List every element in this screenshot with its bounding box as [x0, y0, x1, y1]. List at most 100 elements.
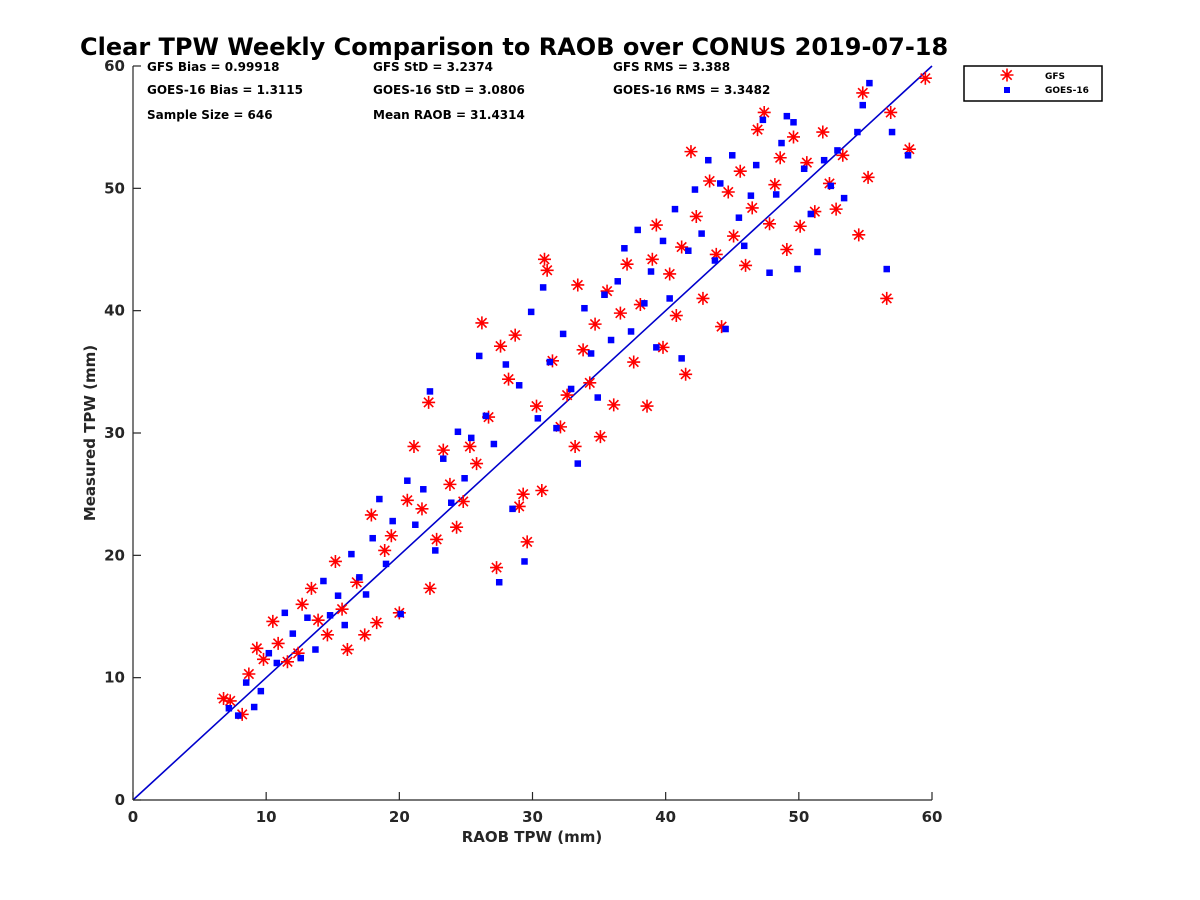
- goes-16-point: [698, 230, 705, 237]
- gfs-point: [370, 616, 384, 630]
- goes-16-point: [509, 505, 516, 513]
- goes-rms-stat: GOES-16 RMS = 3.3482: [613, 83, 770, 97]
- goes-16-point: [559, 330, 567, 338]
- goes-16-series: [225, 79, 912, 719]
- goes-16-point: [242, 679, 250, 686]
- gfs-point: [520, 535, 534, 549]
- goes-16-point: [814, 248, 821, 256]
- goes-16-point: [426, 388, 434, 395]
- goes-16-point: [717, 180, 724, 187]
- gfs-point: [715, 320, 729, 334]
- mean-raob-stat: Mean RAOB = 31.4314: [373, 108, 525, 122]
- y-tick-label: 10: [104, 669, 125, 687]
- goes-16-point: [594, 394, 602, 401]
- legend-gfs-label: GFS: [1045, 72, 1065, 82]
- goes-16-point: [705, 156, 712, 164]
- goes-16-point: [348, 550, 355, 558]
- goes-16-point: [362, 591, 370, 598]
- goes-16-point: [475, 352, 483, 360]
- goes-16-point: [326, 612, 334, 619]
- gfs-point: [852, 228, 866, 242]
- gfs-point: [856, 86, 870, 100]
- goes-16-point: [412, 521, 419, 528]
- goes-16-point: [389, 517, 396, 525]
- gfs-point: [568, 439, 582, 453]
- gfs-point: [335, 602, 349, 616]
- goes-16-point: [495, 578, 503, 586]
- gfs-point: [516, 487, 530, 501]
- gfs-bias-stat: GFS Bias = 0.99918: [147, 60, 279, 74]
- gfs-point: [880, 291, 894, 305]
- gfs-point: [918, 71, 932, 85]
- goes-16-point: [482, 412, 490, 420]
- gfs-point: [633, 298, 647, 312]
- goes-bias-stat: GOES-16 Bias = 1.3115: [147, 83, 303, 97]
- gfs-point: [266, 614, 280, 628]
- gfs-point: [250, 641, 264, 655]
- gfs-point: [512, 499, 526, 513]
- gfs-point: [588, 317, 602, 331]
- legend-goes-16-label: GOES-16: [1045, 86, 1089, 96]
- goes-16-point: [859, 101, 867, 109]
- x-tick-label: 60: [922, 808, 943, 826]
- goes-16-point: [888, 128, 896, 136]
- goes-16-point: [820, 156, 828, 164]
- gfs-point: [663, 267, 677, 281]
- goes-16-point: [621, 245, 628, 252]
- gfs-point: [422, 395, 436, 409]
- goes-16-point: [502, 361, 510, 368]
- goes-16-point: [490, 440, 498, 448]
- legend-gfs-marker: [1000, 68, 1014, 82]
- gfs-point: [443, 477, 457, 491]
- gfs-point: [836, 148, 850, 162]
- axes: [132, 65, 933, 801]
- y-tick-label: 60: [104, 57, 125, 75]
- goes-16-point: [341, 621, 348, 629]
- goes-16-point: [420, 486, 427, 493]
- gfs-point: [902, 142, 916, 156]
- x-tick-label: 20: [389, 808, 410, 826]
- goes-16-point: [735, 214, 743, 221]
- goes-16-point: [567, 385, 575, 393]
- goes-16-point: [304, 614, 311, 621]
- goes-16-point: [527, 308, 535, 316]
- gfs-point: [535, 483, 549, 497]
- goes-16-point: [273, 659, 281, 667]
- goes-16-point: [607, 336, 615, 344]
- gfs-point: [291, 646, 305, 660]
- goes-16-point: [265, 649, 273, 657]
- gfs-point: [773, 151, 787, 165]
- gfs-point: [884, 105, 898, 119]
- gfs-point: [400, 493, 414, 507]
- legend-goes-16-marker: [1004, 87, 1010, 93]
- gfs-point: [739, 258, 753, 272]
- gfs-point: [328, 554, 342, 568]
- gfs-point: [223, 694, 237, 708]
- goes-16-point: [666, 295, 673, 302]
- gfs-point: [689, 209, 703, 223]
- goes-16-point: [250, 703, 258, 711]
- gfs-point: [800, 156, 814, 170]
- goes-16-point: [320, 577, 327, 585]
- goes-16-point: [601, 291, 608, 299]
- goes-16-point: [722, 325, 729, 333]
- gfs-point: [733, 164, 747, 178]
- gfs-point: [727, 229, 741, 243]
- gfs-point: [829, 202, 843, 216]
- chart-title: Clear TPW Weekly Comparison to RAOB over…: [80, 33, 948, 61]
- gfs-point: [502, 372, 516, 386]
- x-tick-label: 50: [788, 808, 809, 826]
- goes-16-point: [840, 194, 848, 202]
- x-tick-label: 40: [655, 808, 676, 826]
- goes-16-point: [461, 475, 468, 482]
- gfs-point: [816, 125, 830, 139]
- goes-16-point: [581, 304, 588, 312]
- goes-16-point: [574, 460, 582, 467]
- gfs-std-stat: GFS StD = 3.2374: [373, 60, 493, 74]
- goes-16-point: [515, 382, 523, 389]
- goes-16-point: [289, 630, 297, 637]
- gfs-point: [423, 581, 437, 595]
- tick-labels: 0 10 20 30 40 50 60 0 10 20 30 40 50 60: [104, 57, 942, 826]
- gfs-point: [675, 240, 689, 254]
- gfs-point: [703, 174, 717, 188]
